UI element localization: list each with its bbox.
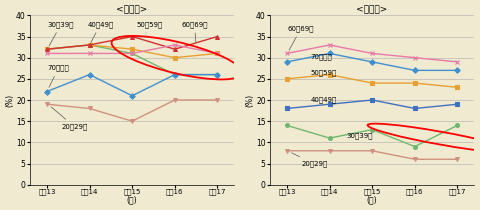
Text: 30～39歳: 30～39歳: [48, 21, 74, 46]
X-axis label: (年): (年): [127, 196, 137, 205]
Text: 70歳以上: 70歳以上: [48, 64, 70, 87]
Text: 50～59歳: 50～59歳: [136, 21, 163, 33]
Text: 40～49歳: 40～49歳: [87, 21, 114, 42]
Text: 60～69歳: 60～69歳: [181, 21, 208, 42]
Text: 30～39歳: 30～39歳: [347, 133, 373, 139]
Text: 60～69歳: 60～69歳: [288, 25, 314, 50]
Text: 20～29歳: 20～29歳: [291, 153, 328, 167]
Text: 70歳以上: 70歳以上: [311, 54, 332, 60]
Title: <男　性>: <男 性>: [117, 5, 148, 14]
Text: 40～49歳: 40～49歳: [311, 97, 336, 103]
Y-axis label: (%): (%): [6, 93, 14, 106]
Text: 50～59歳: 50～59歳: [311, 69, 336, 76]
Text: 20～29歳: 20～29歳: [51, 107, 88, 130]
Title: <女　性>: <女 性>: [357, 5, 388, 14]
Y-axis label: (%): (%): [246, 93, 254, 106]
X-axis label: (年): (年): [367, 196, 377, 205]
